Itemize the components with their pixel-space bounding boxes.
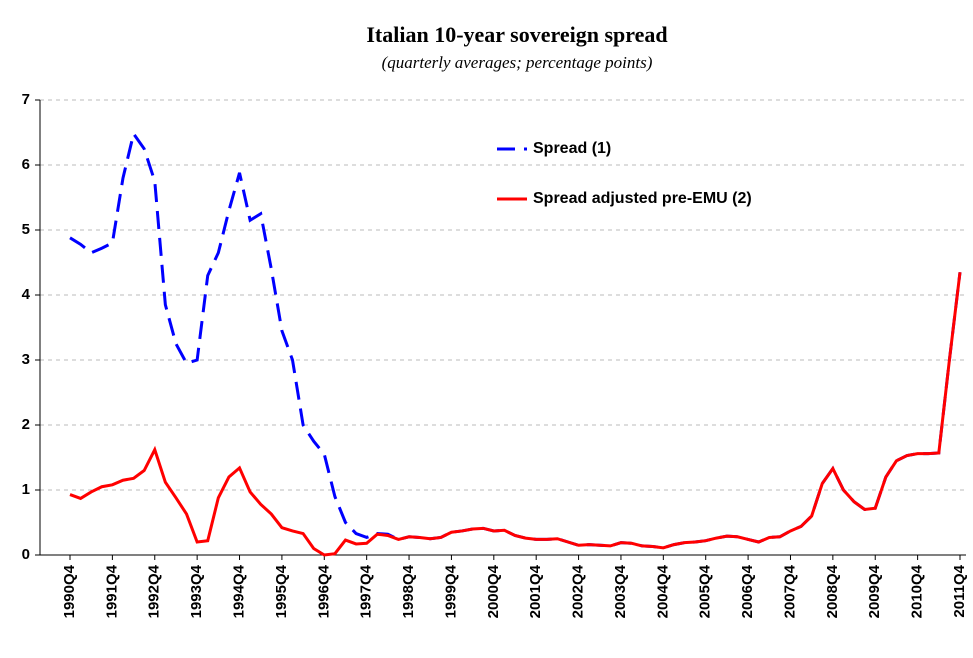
y-tick-label: 4 <box>22 286 31 303</box>
data-line <box>69 272 962 557</box>
x-tick-label: 1998Q4 <box>400 564 417 618</box>
x-tick-label: 2007Q4 <box>781 564 798 618</box>
y-tick-label: 7 <box>22 91 30 108</box>
y-tick-label: 2 <box>22 416 30 433</box>
x-tick-label: 2000Q4 <box>485 564 502 618</box>
x-tick-label: 1990Q4 <box>61 564 78 618</box>
x-tick-label: 2004Q4 <box>654 564 671 618</box>
y-tick-label: 1 <box>22 481 30 498</box>
x-tick-label: 2005Q4 <box>697 564 714 618</box>
x-tick-label: 2006Q4 <box>739 564 756 618</box>
x-tick-label: 2003Q4 <box>612 564 629 618</box>
chart-subtitle: (quarterly averages; percentage points) <box>382 53 653 72</box>
x-tick-label: 1992Q4 <box>146 564 163 618</box>
legend-label: Spread adjusted pre-EMU (2) <box>533 190 752 207</box>
x-tick-label: 1996Q4 <box>315 564 332 618</box>
x-tick-label: 2009Q4 <box>866 564 883 618</box>
data-line <box>69 130 962 550</box>
x-tick-label: 1991Q4 <box>103 564 120 618</box>
x-tick-label: 1993Q4 <box>188 564 205 618</box>
y-tick-label: 6 <box>22 156 30 173</box>
x-tick-label: 1995Q4 <box>273 564 290 618</box>
y-tick-label: 5 <box>22 221 30 238</box>
x-tick-label: 2001Q4 <box>527 564 544 618</box>
legend-label: Spread (1) <box>533 140 611 157</box>
x-tick-label: 2008Q4 <box>824 564 841 618</box>
x-tick-label: 1994Q4 <box>230 564 247 618</box>
x-tick-label: 2011Q4 <box>951 564 968 617</box>
x-tick-label: 1999Q4 <box>442 564 459 618</box>
y-tick-label: 3 <box>22 351 30 368</box>
chart-title: Italian 10-year sovereign spread <box>366 22 667 47</box>
x-tick-label: 2010Q4 <box>909 564 926 618</box>
y-tick-label: 0 <box>22 546 30 563</box>
x-tick-label: 2002Q4 <box>570 564 587 618</box>
x-tick-label: 1997Q4 <box>358 564 375 618</box>
